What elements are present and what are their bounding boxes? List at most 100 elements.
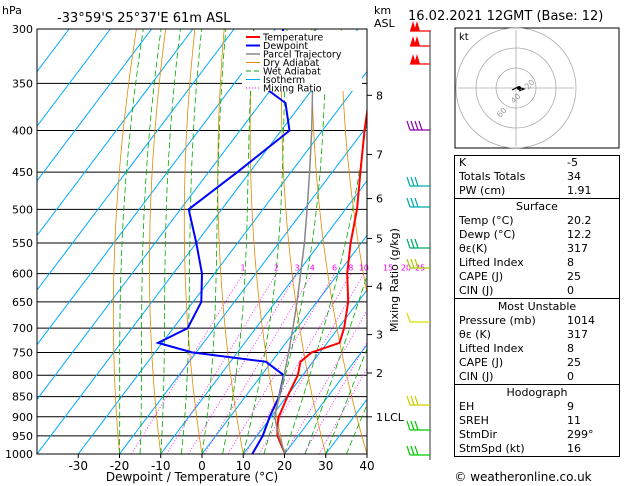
series-line-dewpoint xyxy=(155,29,291,454)
index-value: 8 xyxy=(567,342,574,355)
wind-barb-feather xyxy=(414,197,419,208)
wet-adiabat-line xyxy=(325,347,367,454)
index-label: K xyxy=(459,156,467,169)
index-value: 34 xyxy=(567,170,581,183)
index-row: K -5 xyxy=(455,156,619,170)
isotherm-line xyxy=(160,179,367,454)
km-tick-label: 2 xyxy=(376,367,383,380)
index-label: StmSpd (kt) xyxy=(459,442,525,455)
wet-adiabat-line xyxy=(119,29,144,454)
wind-barb-feather xyxy=(406,120,411,131)
wind-barb-feather xyxy=(406,197,411,208)
index-value: 1.91 xyxy=(567,184,592,197)
mixing-ratio-label: 2 xyxy=(274,264,279,273)
dry-adiabat-line xyxy=(112,29,137,454)
location-title: -33°59'S 25°37'E 61m ASL xyxy=(57,11,231,26)
mixing-ratio-label: 10 xyxy=(359,264,369,273)
index-row: Lifted Index 8 xyxy=(455,342,619,356)
isotherm-line xyxy=(201,234,367,454)
dry-adiabat-line xyxy=(217,29,244,454)
km-tick-label: 5 xyxy=(376,232,383,245)
index-label: PW (cm) xyxy=(459,184,506,197)
wind-barb-feather xyxy=(418,120,423,131)
index-value: -5 xyxy=(567,156,578,169)
index-label: Pressure (mb) xyxy=(459,314,536,327)
mixing-ratio-label: 20 xyxy=(401,264,411,273)
axes: 3003504004505005506006507007508008509009… xyxy=(5,23,425,473)
pressure-tick-label: 750 xyxy=(12,346,33,359)
pressure-tick-label: 500 xyxy=(12,203,33,216)
hodograph-table-title: Hodograph xyxy=(506,386,568,399)
mixing-ratio-label: 15 xyxy=(383,264,393,273)
wind-barb-feather xyxy=(406,312,411,323)
km-tick-label: 1 xyxy=(376,411,383,424)
pressure-tick-label: 350 xyxy=(12,77,33,90)
pressure-tick-label: 1000 xyxy=(5,448,33,461)
index-label: CIN (J) xyxy=(459,284,494,297)
legend-box xyxy=(242,31,362,91)
wind-barb-feather xyxy=(410,420,415,431)
wind-barb-flag xyxy=(414,21,420,31)
index-value: 25 xyxy=(567,356,581,369)
wind-barb-feather xyxy=(414,238,419,249)
wet-adiabat-line xyxy=(201,29,227,454)
index-label: CAPE (J) xyxy=(459,356,504,369)
index-row: EH 9 xyxy=(455,400,619,414)
x-tick-label: -10 xyxy=(151,459,171,473)
pressure-tick-label: 650 xyxy=(12,296,33,309)
wet-adiabat-line xyxy=(181,29,203,454)
index-label: CIN (J) xyxy=(459,370,494,383)
profiles xyxy=(155,29,367,454)
wet-adiabat-line xyxy=(222,29,255,454)
mixing-ratio-label: 3 xyxy=(295,264,300,273)
legend-label-isotherm: Isotherm xyxy=(263,75,305,86)
mixing-ratio-label: 1 xyxy=(240,264,245,273)
wind-barb-feather xyxy=(410,197,415,208)
dry-adiabat-line xyxy=(311,29,367,454)
x-tick-label: 30 xyxy=(318,459,333,473)
x-tick-label: 10 xyxy=(236,459,251,473)
wind-barb-flag xyxy=(414,54,420,64)
pressure-tick-label: 450 xyxy=(12,166,33,179)
dry-adiabat-line xyxy=(340,29,367,296)
wind-barb-flag xyxy=(410,21,416,31)
index-row: StmSpd (kt) 16 xyxy=(455,442,619,456)
wind-barb-feather xyxy=(414,395,419,406)
mixing-ratio-line xyxy=(227,273,335,454)
index-label: Totals Totals xyxy=(459,170,526,183)
legend-label-temperature: Temperature xyxy=(262,33,323,44)
wind-barb-feather xyxy=(406,258,411,269)
wind-barb-feather xyxy=(414,420,419,431)
wet-adiabat-line xyxy=(242,29,288,454)
isotherm-line xyxy=(119,125,367,454)
index-label: Dewp (°C) xyxy=(459,228,516,241)
x-tick-label: 40 xyxy=(359,459,374,473)
index-value: 11 xyxy=(567,414,581,427)
legend-label-wet-adiabat: Wet Adiabat xyxy=(263,67,321,78)
datetime-title: 16.02.2021 12GMT (Base: 12) xyxy=(408,9,603,24)
x-tick-label: 20 xyxy=(277,459,292,473)
wind-barb-feather xyxy=(414,176,419,187)
mixing-ratio-line xyxy=(188,273,298,454)
mixing-ratio-line xyxy=(245,273,352,454)
wind-barb-feather xyxy=(406,176,411,187)
isotherm-line xyxy=(284,343,367,454)
index-row: PW (cm) 1.91 xyxy=(455,184,619,198)
km-tick-label: 6 xyxy=(376,193,383,206)
diagram-grid xyxy=(37,29,367,454)
index-row: SREH 11 xyxy=(455,414,619,428)
legend-label-dewpoint: Dewpoint xyxy=(263,41,308,52)
index-row: θε(K) 317 xyxy=(455,242,619,256)
pressure-tick-label: 850 xyxy=(12,391,33,404)
index-row: StmDir 299° xyxy=(455,428,619,442)
hodograph-storm-motion xyxy=(517,86,521,90)
isotherm-line xyxy=(37,29,359,454)
height-unit-label: km xyxy=(374,4,391,17)
index-value: 16 xyxy=(567,442,581,455)
index-value: 0 xyxy=(567,284,574,297)
index-row: CIN (J) 0 xyxy=(455,370,619,384)
hodograph-unit: kt xyxy=(459,32,469,43)
